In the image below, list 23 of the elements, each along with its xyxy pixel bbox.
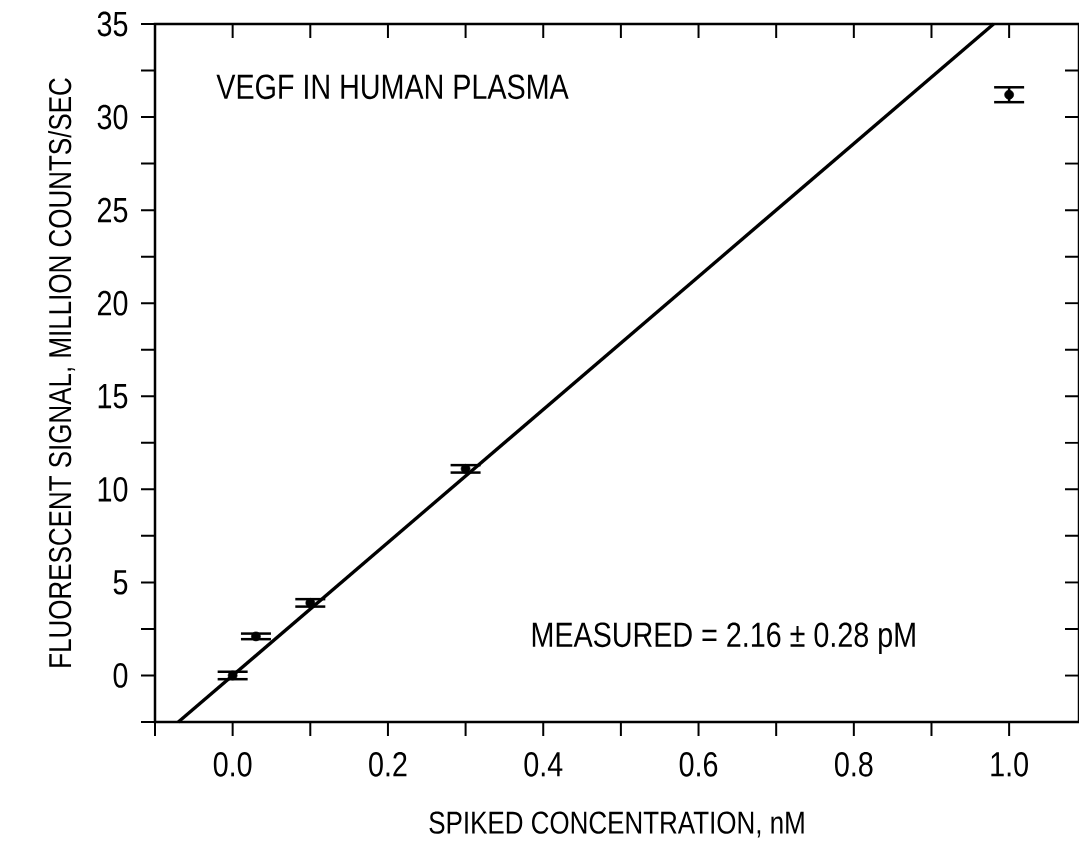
y-tick-label: 35 [97, 11, 128, 37]
x-tick-label: 0.6 [679, 751, 718, 777]
y-axis-title: FLUORESCENT SIGNAL, MILLION COUNTS/SEC [48, 78, 76, 667]
point [305, 598, 316, 608]
point [1004, 89, 1014, 100]
point [227, 670, 238, 681]
y-tick-label: 25 [97, 197, 128, 223]
y-tick-label: 0 [113, 663, 128, 688]
annotation: MEASURED = 2.16 ± 0.28 pM [532, 622, 915, 655]
x-tick-label: 0.2 [369, 751, 407, 777]
x-tick-label: 1.0 [991, 751, 1028, 777]
y-tick-label: 15 [98, 384, 128, 409]
x-tick-label: 0.8 [835, 751, 873, 777]
y-tick-label: 10 [98, 476, 128, 502]
annotation: VEGF IN HUMAN PLASMA [216, 74, 569, 100]
y-tick-label: 20 [97, 290, 128, 316]
x-axis-title: SPIKED CONCENTRATION, nM [429, 811, 804, 838]
x-tick-label: 0.0 [213, 751, 252, 777]
point [460, 464, 471, 474]
point [251, 631, 261, 642]
y-tick-label: 30 [97, 104, 128, 130]
x-tick-label: 0.4 [524, 751, 563, 777]
y-tick-label: 5 [113, 570, 128, 595]
